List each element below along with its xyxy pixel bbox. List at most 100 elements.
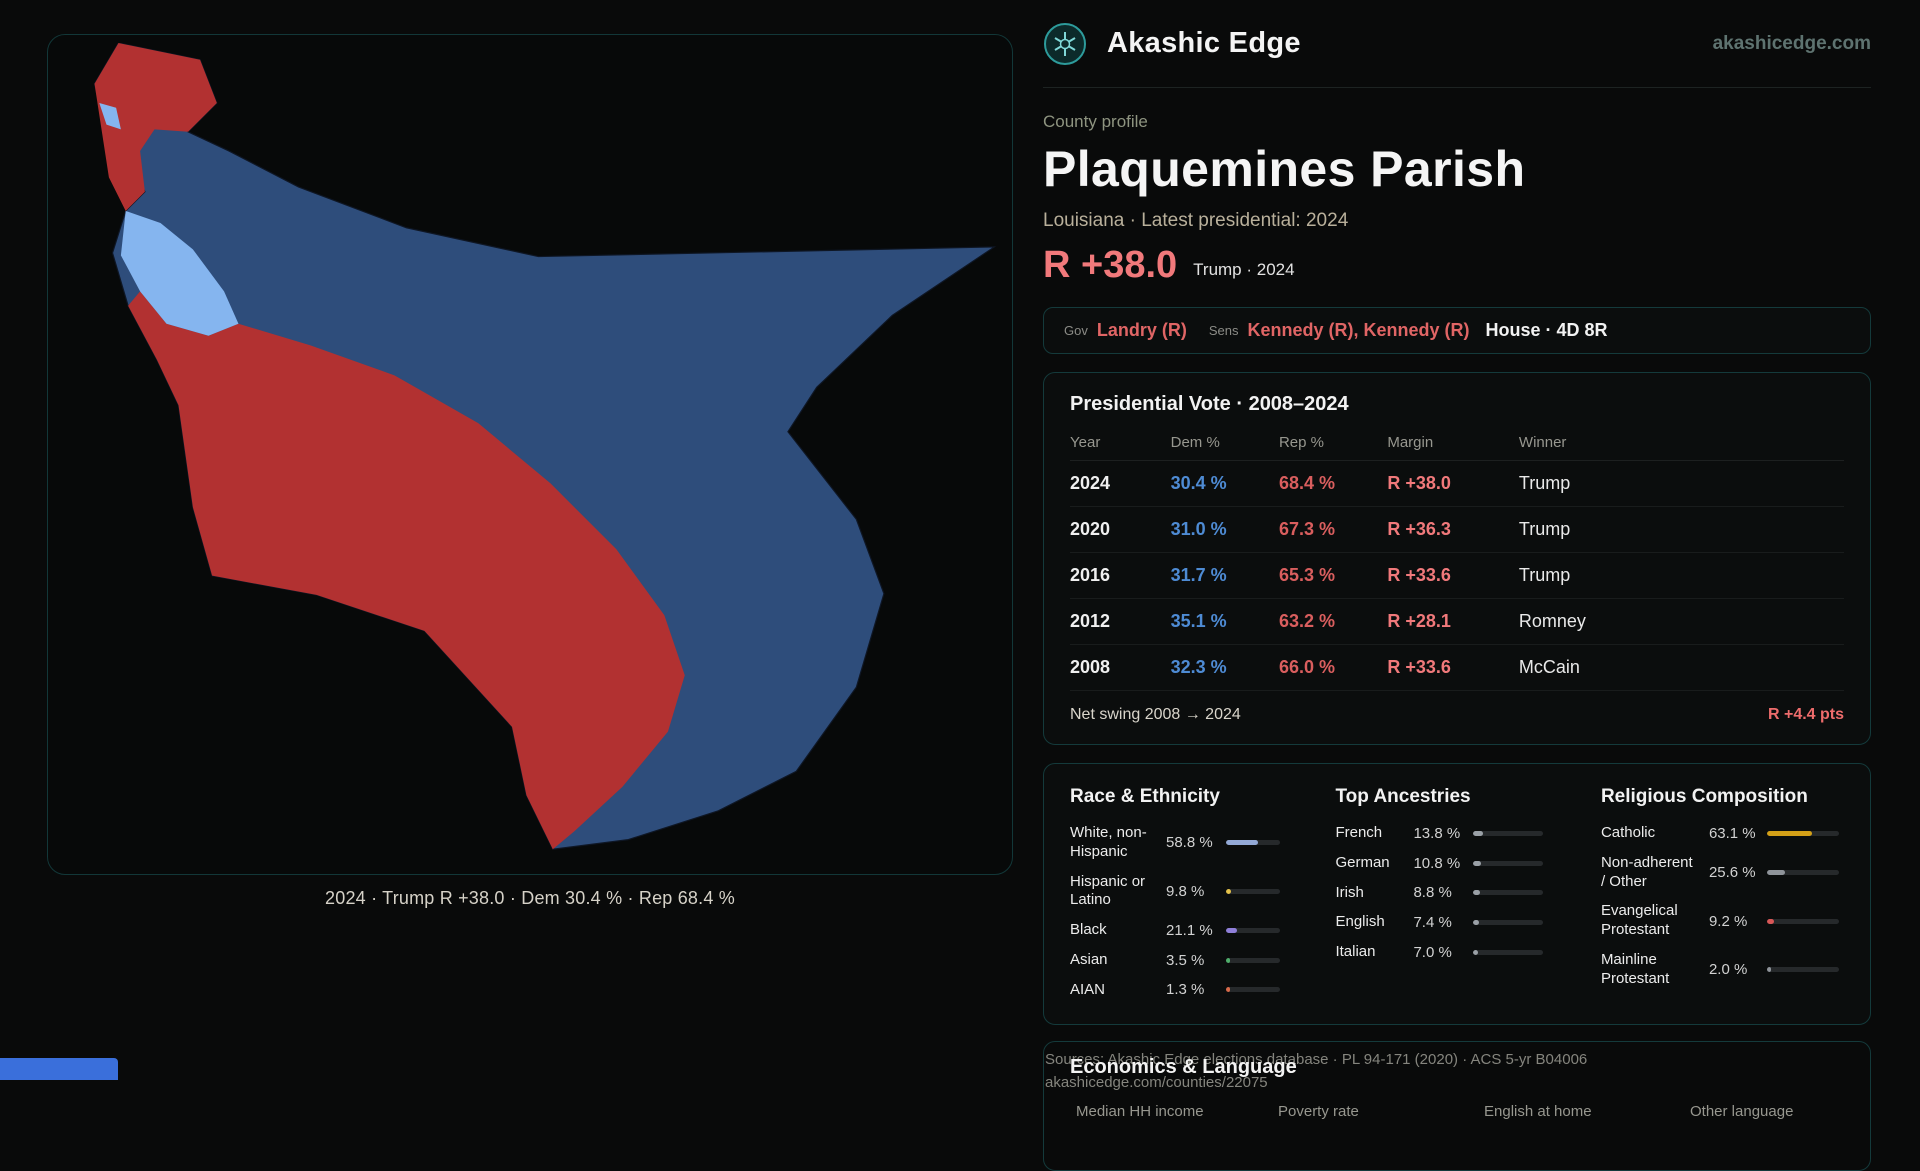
pv-rep-share: 67.3 % bbox=[1278, 506, 1388, 553]
pv-row: 2020 31.0 % 67.3 % R +36.3 Trump bbox=[1070, 506, 1844, 553]
pv-column-header: Winner bbox=[1518, 424, 1844, 461]
pv-margin: R +33.6 bbox=[1387, 552, 1519, 599]
demo-value: 58.8 % bbox=[1166, 834, 1213, 852]
demo-bar bbox=[1226, 987, 1280, 993]
pv-dem-share: 35.1 % bbox=[1170, 598, 1279, 645]
demo-value: 7.0 % bbox=[1413, 943, 1452, 961]
pv-column-header: Year bbox=[1070, 424, 1171, 461]
presidential-vote-panel: Presidential Vote · 2008–2024 Year Dem % R… bbox=[1043, 372, 1871, 745]
demo-label: White, non-Hispanic bbox=[1070, 824, 1147, 860]
demo-row: Hispanic or Latino 9.8 % bbox=[1070, 873, 1301, 911]
site-header: Akashic Edge akashicedge.com bbox=[1043, 0, 1871, 88]
demo-bar bbox=[1473, 860, 1544, 866]
pv-rep-share: 66.0 % bbox=[1278, 644, 1388, 691]
kicker: County profile bbox=[1043, 112, 1148, 131]
demo-label: French bbox=[1335, 824, 1383, 841]
demo-bar bbox=[1473, 949, 1544, 955]
demo-value: 63.1 % bbox=[1708, 824, 1756, 842]
demo-value: 10.8 % bbox=[1413, 854, 1461, 872]
governor-label: Gov bbox=[1064, 323, 1088, 338]
demo-label: Non-adherent / Other bbox=[1600, 853, 1693, 890]
demo-bar-fill bbox=[1766, 967, 1771, 972]
demo-bar bbox=[1766, 870, 1839, 875]
demo-bar bbox=[1226, 840, 1280, 846]
map-region-rep-central[interactable] bbox=[128, 291, 685, 850]
headline-margin-row: R +38.0 Trump · 2024 bbox=[1043, 244, 1871, 287]
demo-bar-fill bbox=[1226, 840, 1258, 846]
senators-value: Kennedy (R), Kennedy (R) bbox=[1247, 320, 1470, 340]
demo-bar-fill bbox=[1473, 890, 1480, 896]
pv-winner: Romney bbox=[1518, 598, 1844, 645]
presidential-vote-table: Year Dem % Rep % Margin Winner 2024 30.4 % 68.… bbox=[1070, 424, 1844, 691]
map-region-flip-west[interactable] bbox=[120, 210, 239, 336]
demo-row: Irish 8.8 % bbox=[1335, 884, 1566, 903]
demo-bar-fill bbox=[1473, 949, 1479, 955]
net-swing-value: R +4.4 pts bbox=[1767, 706, 1844, 723]
demo-value: 1.3 % bbox=[1166, 981, 1205, 999]
demo-bar-fill bbox=[1766, 870, 1786, 875]
demo-bar bbox=[1473, 830, 1544, 836]
pv-rep-share: 65.3 % bbox=[1278, 552, 1388, 599]
pv-column-header: Rep % bbox=[1278, 424, 1388, 461]
demo-bar bbox=[1766, 967, 1839, 972]
economics-section: Sources: Akashic Edge elections database… bbox=[1043, 1041, 1871, 1171]
demo-bar-fill bbox=[1766, 830, 1813, 836]
demo-label: German bbox=[1335, 853, 1390, 871]
economics-column-header: Median HH income bbox=[1076, 1103, 1204, 1121]
demo-value: 3.5 % bbox=[1166, 951, 1205, 969]
demo-label: Black bbox=[1070, 921, 1107, 938]
county-precinct-map[interactable] bbox=[56, 43, 1004, 866]
demo-value: 9.8 % bbox=[1166, 882, 1205, 900]
map-region-dem[interactable] bbox=[93, 43, 997, 850]
pv-margin: R +33.6 bbox=[1387, 644, 1519, 691]
demo-label: Irish bbox=[1335, 883, 1364, 901]
taskbar-fragment bbox=[0, 1058, 118, 1080]
religious-composition-title: Religious Composition bbox=[1600, 786, 1808, 807]
map-region-flip-sliver[interactable] bbox=[99, 102, 121, 130]
headline-context: Trump · 2024 bbox=[1193, 260, 1295, 279]
pv-year: 2024 bbox=[1070, 460, 1171, 507]
race-ethnicity-column: Race & Ethnicity White, non-Hispanic 58.8… bbox=[1070, 786, 1301, 1010]
economics-header-row: Median HH income Poverty rate English at h… bbox=[1070, 1103, 1844, 1120]
akashic-edge-logo-icon[interactable] bbox=[1043, 22, 1087, 66]
demographics-panel: Race & Ethnicity White, non-Hispanic 58.8… bbox=[1043, 763, 1871, 1026]
demo-bar-fill bbox=[1226, 888, 1232, 894]
demo-row: Italian 7.0 % bbox=[1335, 943, 1566, 962]
demo-bar-fill bbox=[1766, 918, 1774, 924]
demo-bar-fill bbox=[1226, 987, 1230, 993]
map-region-rep-northwest[interactable] bbox=[94, 43, 217, 211]
county-map-panel bbox=[47, 34, 1013, 875]
demo-row: Evangelical Protestant 9.2 % bbox=[1601, 902, 1844, 940]
pv-year: 2016 bbox=[1070, 552, 1171, 599]
demo-row: AIAN 1.3 % bbox=[1070, 981, 1301, 1000]
demo-bar-fill bbox=[1473, 860, 1482, 866]
pv-rep-share: 63.2 % bbox=[1278, 598, 1388, 645]
senators-label: Sens bbox=[1208, 323, 1239, 338]
pv-row: 2016 31.7 % 65.3 % R +33.6 Trump bbox=[1070, 552, 1844, 599]
brand-name[interactable]: Akashic Edge bbox=[1107, 27, 1301, 59]
pv-winner: Trump bbox=[1518, 460, 1844, 507]
demo-row: French 13.8 % bbox=[1335, 824, 1566, 843]
demo-bar bbox=[1226, 927, 1280, 933]
demo-value: 8.8 % bbox=[1413, 884, 1452, 902]
headline-margin: R +38.0 bbox=[1043, 244, 1178, 286]
demo-row: Non-adherent / Other 25.6 % bbox=[1601, 854, 1844, 892]
demo-row: White, non-Hispanic 58.8 % bbox=[1070, 824, 1301, 862]
site-domain[interactable]: akashicedge.com bbox=[1712, 32, 1871, 54]
net-swing-label: Net swing 2008 → 2024 bbox=[1070, 706, 1241, 723]
pv-margin: R +28.1 bbox=[1387, 598, 1519, 645]
demo-bar-fill bbox=[1473, 830, 1484, 836]
demo-label: English bbox=[1335, 913, 1385, 931]
pv-dem-share: 32.3 % bbox=[1170, 644, 1279, 691]
demo-row: Asian 3.5 % bbox=[1070, 951, 1301, 970]
demo-row: German 10.8 % bbox=[1335, 854, 1566, 873]
demo-bar bbox=[1473, 890, 1544, 896]
demo-value: 7.4 % bbox=[1413, 914, 1452, 932]
pv-row: 2012 35.1 % 63.2 % R +28.1 Romney bbox=[1070, 598, 1844, 645]
demo-label: Evangelical Protestant bbox=[1600, 902, 1678, 938]
demo-row: English 7.4 % bbox=[1335, 913, 1566, 932]
demo-bar-fill bbox=[1473, 920, 1479, 926]
pv-winner: McCain bbox=[1518, 644, 1844, 691]
page-title: Plaquemines Parish bbox=[1043, 141, 1526, 197]
demo-bar bbox=[1226, 888, 1280, 894]
